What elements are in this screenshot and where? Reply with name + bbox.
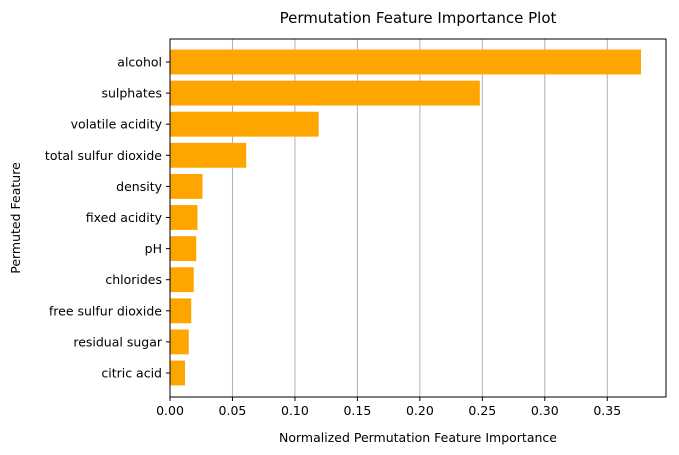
x-tick-label: 0.25 <box>468 403 496 418</box>
bar <box>170 142 247 168</box>
y-axis-label: Permuted Feature <box>8 162 23 274</box>
x-tick-label: 0.10 <box>281 403 309 418</box>
bar <box>170 360 185 386</box>
chart-title: Permutation Feature Importance Plot <box>280 9 557 27</box>
x-tick-label: 0.00 <box>156 403 184 418</box>
bar <box>170 49 642 75</box>
x-tick-label: 0.30 <box>531 403 559 418</box>
y-tick-label: alcohol <box>117 55 162 70</box>
bar <box>170 111 319 137</box>
bar <box>170 173 203 199</box>
bar <box>170 298 192 324</box>
bar <box>170 329 189 355</box>
bar <box>170 236 197 262</box>
y-tick-label: fixed acidity <box>86 210 163 225</box>
y-tick-label: free sulfur dioxide <box>49 303 162 318</box>
y-tick-label: total sulfur dioxide <box>45 148 162 163</box>
plot-frame <box>169 38 667 398</box>
y-axis-ticks: alcohol sulphates volatile acidity total su… <box>45 55 170 381</box>
y-tick-label: residual sugar <box>73 334 163 349</box>
x-tick-label: 0.35 <box>593 403 621 418</box>
x-tick-label: 0.05 <box>219 403 247 418</box>
x-axis-label: Normalized Permutation Feature Importanc… <box>279 430 557 445</box>
y-tick-label: chlorides <box>105 272 162 287</box>
y-tick-label: sulphates <box>101 86 162 101</box>
bar <box>170 267 194 293</box>
y-tick-label: density <box>116 179 162 194</box>
x-axis-ticks: 0.00 0.05 0.10 0.15 0.20 0.25 0.30 0.35 <box>156 397 621 418</box>
y-tick-label: volatile acidity <box>71 117 163 132</box>
bar <box>170 205 198 230</box>
x-tick-label: 0.20 <box>406 403 434 418</box>
y-tick-label: pH <box>145 241 162 256</box>
bars <box>170 49 642 386</box>
y-tick-label: citric acid <box>101 366 162 381</box>
bar <box>170 80 480 106</box>
x-tick-label: 0.15 <box>343 403 371 418</box>
